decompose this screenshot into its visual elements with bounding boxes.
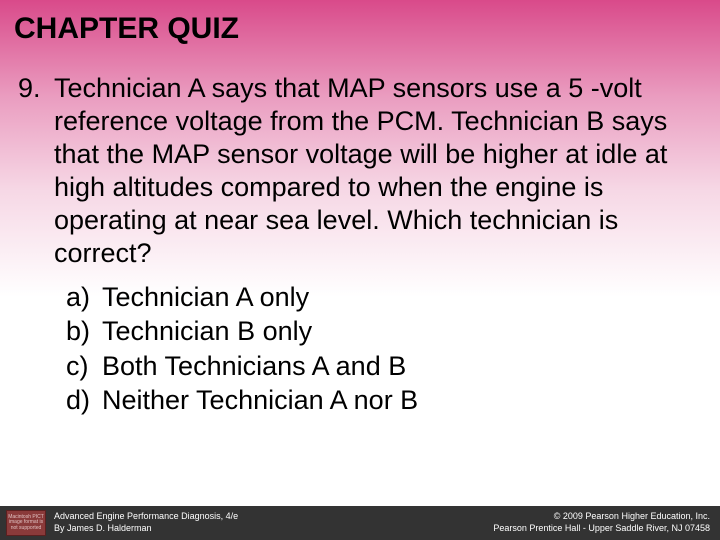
answer-text: Both Technicians A and B: [102, 349, 406, 384]
footer-book-title: Advanced Engine Performance Diagnosis, 4…: [54, 511, 493, 523]
footer-bar: Macintosh PICT image format is not suppo…: [0, 506, 720, 540]
answer-letter: d): [66, 383, 102, 418]
question-row: 9. Technician A says that MAP sensors us…: [18, 72, 700, 270]
answer-b: b) Technician B only: [66, 314, 720, 349]
answer-c: c) Both Technicians A and B: [66, 349, 720, 384]
answer-a: a) Technician A only: [66, 280, 720, 315]
footer-right: © 2009 Pearson Higher Education, Inc. Pe…: [493, 511, 710, 534]
answer-text: Technician A only: [102, 280, 309, 315]
footer-author: By James D. Halderman: [54, 523, 493, 535]
answer-text: Technician B only: [102, 314, 312, 349]
footer-copyright: © 2009 Pearson Higher Education, Inc.: [493, 511, 710, 523]
footer-left: Advanced Engine Performance Diagnosis, 4…: [54, 511, 493, 534]
slide: CHAPTER QUIZ 9. Technician A says that M…: [0, 0, 720, 540]
placeholder-image-icon: Macintosh PICT image format is not suppo…: [6, 510, 46, 536]
answer-text: Neither Technician A nor B: [102, 383, 418, 418]
footer-publisher: Pearson Prentice Hall - Upper Saddle Riv…: [493, 523, 710, 535]
question-text: Technician A says that MAP sensors use a…: [54, 72, 700, 270]
answer-d: d) Neither Technician A nor B: [66, 383, 720, 418]
question-block: 9. Technician A says that MAP sensors us…: [0, 46, 720, 270]
answer-letter: c): [66, 349, 102, 384]
chapter-title: CHAPTER QUIZ: [0, 0, 720, 46]
answer-letter: a): [66, 280, 102, 315]
question-number: 9.: [18, 72, 54, 270]
answers-list: a) Technician A only b) Technician B onl…: [0, 270, 720, 418]
answer-letter: b): [66, 314, 102, 349]
